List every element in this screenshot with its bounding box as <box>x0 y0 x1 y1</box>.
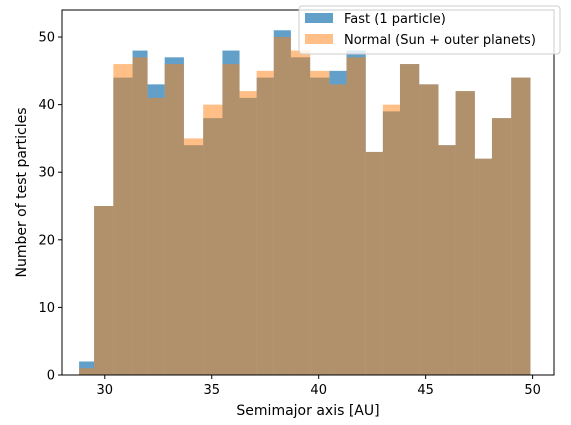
x-tick-label: 40 <box>310 383 327 398</box>
x-tick-label: 30 <box>97 383 114 398</box>
x-axis-label: Semimajor axis [AU] <box>236 403 379 419</box>
bar-normal-0 <box>79 368 95 375</box>
bar-normal-13 <box>310 70 330 375</box>
legend: Fast (1 particle) Normal (Sun + outer pl… <box>298 5 561 55</box>
bar-normal-10 <box>256 70 274 375</box>
bar-normal-12 <box>290 50 311 376</box>
legend-swatch-fast <box>305 13 333 23</box>
y-axis-ticks: 0 10 20 30 40 50 <box>38 31 62 384</box>
y-tick-label: 10 <box>38 301 55 316</box>
bar-normal-16 <box>365 151 383 375</box>
y-axis-label: Number of test particles <box>14 107 30 277</box>
bar-normal-9 <box>239 91 257 375</box>
bar-normal-22 <box>474 158 492 375</box>
bar-normal-2 <box>113 64 133 376</box>
bars-layer <box>79 30 531 376</box>
bar-normal-14 <box>329 84 347 375</box>
bar-normal-20 <box>438 145 456 375</box>
legend-label-normal: Normal (Sun + outer planets) <box>344 33 536 48</box>
y-tick-label: 50 <box>38 31 55 46</box>
bar-normal-7 <box>203 104 223 375</box>
bar-normal-8 <box>222 64 240 376</box>
x-tick-label: 35 <box>203 383 220 398</box>
y-tick-label: 0 <box>47 369 55 384</box>
bar-normal-18 <box>399 64 420 376</box>
bar-normal-1 <box>94 206 114 375</box>
bar-normal-6 <box>183 138 204 375</box>
bar-normal-21 <box>455 91 475 375</box>
bar-normal-3 <box>132 57 148 375</box>
legend-box <box>298 5 561 55</box>
bar-normal-11 <box>273 37 291 375</box>
bar-normal-23 <box>491 118 512 376</box>
x-tick-label: 45 <box>417 383 434 398</box>
y-tick-label: 20 <box>38 233 55 248</box>
legend-swatch-normal <box>305 34 333 44</box>
bar-normal-5 <box>164 64 184 376</box>
bar-normal-4 <box>147 97 165 376</box>
x-tick-label: 50 <box>524 383 541 398</box>
bar-normal-15 <box>346 57 366 375</box>
bar-normal-24 <box>511 77 531 375</box>
y-tick-label: 40 <box>38 98 55 113</box>
legend-label-fast: Fast (1 particle) <box>344 12 446 27</box>
bar-normal-19 <box>419 84 439 375</box>
x-axis-ticks: 30 35 40 45 50 <box>97 375 541 398</box>
bar-normal-17 <box>382 104 400 375</box>
y-tick-label: 30 <box>38 166 55 181</box>
